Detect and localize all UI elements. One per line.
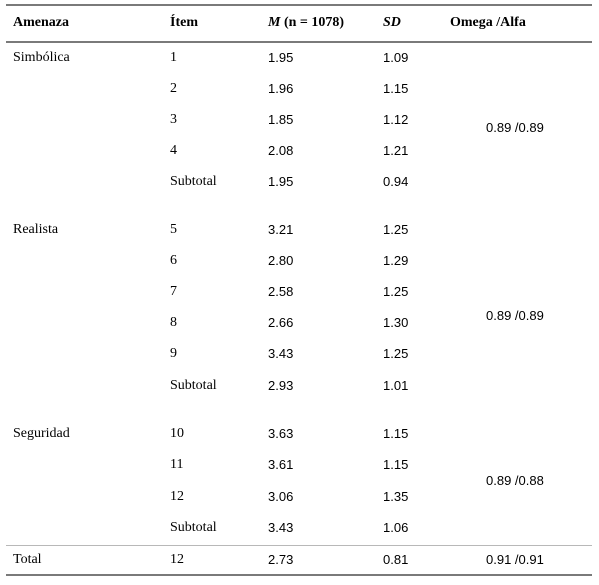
total-label: Total [13, 552, 42, 567]
table-cell-item: 1 [170, 50, 177, 65]
subtotal-sd: 1.01 [383, 378, 409, 393]
table-cell-sd: 1.25 [383, 222, 409, 237]
omega-alpha-simbolica: 0.89 /0.89 [486, 120, 544, 135]
omega-alpha-seguridad: 0.89 /0.88 [486, 473, 544, 488]
subtotal-mean: 3.43 [268, 520, 294, 535]
table-cell-item: 12 [170, 489, 184, 504]
table-cell-mean: 3.06 [268, 489, 294, 504]
subtotal-sd: 0.94 [383, 174, 409, 189]
total-sd: 0.81 [383, 552, 409, 567]
table-cell-mean: 2.80 [268, 253, 294, 268]
subtotal-mean: 1.95 [268, 174, 294, 189]
header-mean-sample: (n = 1078) [280, 15, 345, 30]
table-cell-mean: 3.21 [268, 222, 294, 237]
table-cell-mean: 1.96 [268, 81, 294, 96]
table-cell-sd: 1.30 [383, 315, 409, 330]
table-cell-mean: 1.95 [268, 50, 294, 65]
table-top-rule [6, 4, 592, 6]
table-cell-sd: 1.15 [383, 426, 409, 441]
total-item-count: 12 [170, 552, 184, 567]
group-label-simbolica: Simbólica [13, 50, 70, 65]
header-item: Ítem [170, 15, 198, 30]
table-cell-mean: 2.66 [268, 315, 294, 330]
table-cell-sd: 1.25 [383, 346, 409, 361]
table-cell-item: 10 [170, 426, 184, 441]
table-cell-sd: 1.25 [383, 284, 409, 299]
table-cell-mean: 2.08 [268, 143, 294, 158]
omega-alpha-realista: 0.89 /0.89 [486, 308, 544, 323]
subtotal-label: Subtotal [170, 378, 217, 393]
subtotal-sd: 1.06 [383, 520, 409, 535]
table-cell-sd: 1.21 [383, 143, 409, 158]
table-cell-sd: 1.29 [383, 253, 409, 268]
table-cell-mean: 3.63 [268, 426, 294, 441]
header-mean-symbol: M [268, 15, 281, 30]
total-mean: 2.73 [268, 552, 294, 567]
table-cell-item: 11 [170, 457, 184, 472]
table-cell-item: 9 [170, 346, 177, 361]
group-label-realista: Realista [13, 222, 59, 237]
table-cell-mean: 3.43 [268, 346, 294, 361]
header-sd: SD [383, 15, 401, 30]
header-mean: M (n = 1078) [268, 14, 344, 32]
table-cell-sd: 1.15 [383, 457, 409, 472]
table-cell-item: 8 [170, 315, 177, 330]
table-cell-mean: 3.61 [268, 457, 294, 472]
table-cell-item: 6 [170, 253, 177, 268]
subtotal-label: Subtotal [170, 174, 217, 189]
group-label-seguridad: Seguridad [13, 426, 70, 441]
total-rule [6, 545, 592, 546]
table-cell-item: 7 [170, 284, 177, 299]
table-cell-sd: 1.35 [383, 489, 409, 504]
table-cell-item: 5 [170, 222, 177, 237]
table-cell-mean: 2.58 [268, 284, 294, 299]
header-rule [6, 41, 592, 43]
omega-alpha-total: 0.91 /0.91 [486, 552, 544, 567]
table-bottom-rule [6, 574, 592, 576]
subtotal-label: Subtotal [170, 520, 217, 535]
subtotal-mean: 2.93 [268, 378, 294, 393]
header-threat: Amenaza [13, 15, 69, 30]
table-cell-item: 4 [170, 143, 177, 158]
table-cell-sd: 1.09 [383, 50, 409, 65]
table-cell-item: 2 [170, 81, 177, 96]
table-cell-mean: 1.85 [268, 112, 294, 127]
table-cell-item: 3 [170, 112, 177, 127]
reliability-table: Amenaza Ítem M (n = 1078) SD Omega /Alfa… [6, 0, 592, 578]
header-omega-alpha: Omega /Alfa [450, 15, 526, 30]
table-cell-sd: 1.12 [383, 112, 409, 127]
table-cell-sd: 1.15 [383, 81, 409, 96]
